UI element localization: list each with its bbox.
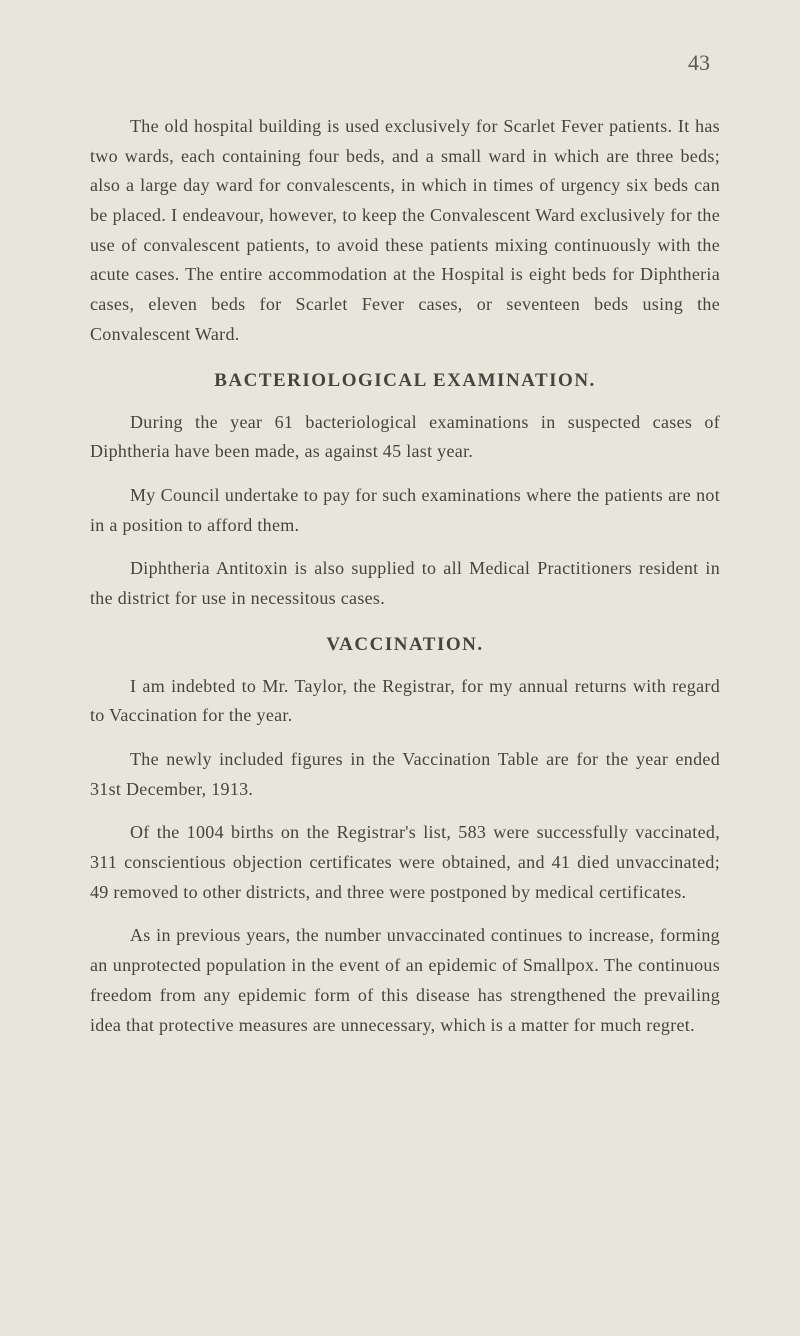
heading-vaccination: VACCINATION. <box>90 634 720 656</box>
paragraph-8: As in previous years, the number unvacci… <box>90 921 720 1040</box>
paragraph-3: My Council undertake to pay for such exa… <box>90 481 720 540</box>
paragraph-7: Of the 1004 births on the Registrar's li… <box>90 818 720 907</box>
heading-bacteriological: BACTERIOLOGICAL EXAMINATION. <box>90 370 720 392</box>
paragraph-1: The old hospital building is used exclus… <box>90 112 720 350</box>
paragraph-2: During the year 61 bacteriological exami… <box>90 408 720 467</box>
paragraph-5: I am indebted to Mr. Taylor, the Registr… <box>90 672 720 731</box>
paragraph-6: The newly included figures in the Vaccin… <box>90 745 720 804</box>
paragraph-4: Diphtheria Antitoxin is also supplied to… <box>90 554 720 613</box>
page-number: 43 <box>90 50 720 76</box>
